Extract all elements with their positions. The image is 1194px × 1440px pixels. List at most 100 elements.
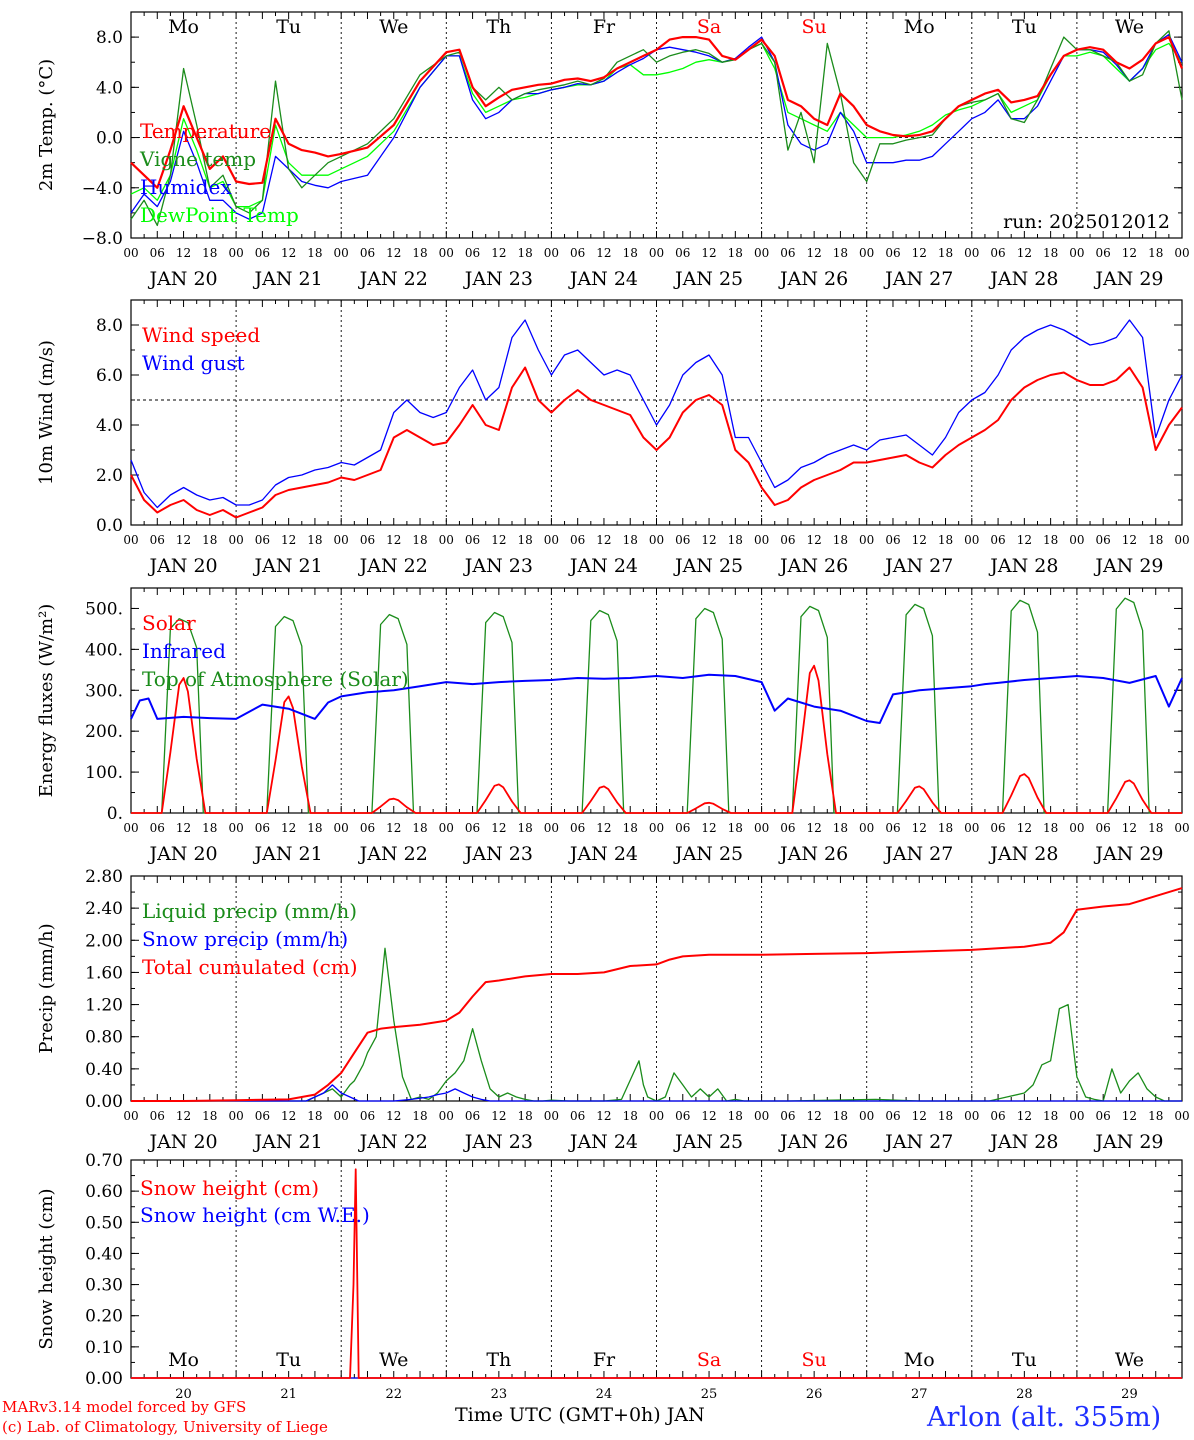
panel2-hour-label: 12 (176, 533, 191, 547)
panel3-hour-label: 18 (623, 821, 638, 835)
legend-snow-precip-mm-h: Snow precip (mm/h) (142, 927, 348, 951)
panel4-hour-label: 06 (150, 1109, 165, 1123)
panel3-hour-label: 06 (150, 821, 165, 835)
panel2-hour-label: 18 (202, 533, 217, 547)
panel3-ytick-label: 200. (85, 722, 123, 742)
panel2-hour-label: 06 (465, 533, 480, 547)
series-humidex (130, 33, 1183, 220)
panel3-date-label: JAN 26 (778, 843, 848, 865)
panel2-hour-label: 06 (255, 533, 270, 547)
panel1-hour-label: 00 (859, 246, 874, 260)
panel4-hour-label: 12 (912, 1109, 927, 1123)
panel4-hour-label: 18 (728, 1109, 743, 1123)
panel3-hour-label: 06 (675, 821, 690, 835)
panel4-date-label: JAN 21 (253, 1131, 323, 1153)
panel2-hour-label: 00 (1174, 533, 1189, 547)
panel1-hour-label: 18 (833, 246, 848, 260)
panel2-hour-label: 00 (334, 533, 349, 547)
panel4-hour-label: 00 (334, 1109, 349, 1123)
panel1-ylabel: 2m Temp. (°C) (36, 59, 57, 191)
panel2-hour-label: 18 (412, 533, 427, 547)
panel4-date-label: JAN 23 (463, 1131, 533, 1153)
panel1-hour-label: 18 (938, 246, 953, 260)
panel1-ytick-label: 8.0 (96, 28, 123, 48)
station-name: Arlon (alt. 355m) (927, 1402, 1162, 1433)
panel3-hour-label: 00 (1174, 821, 1189, 835)
panel3-hour-label: 18 (307, 821, 322, 835)
panel1-hour-label: 06 (465, 246, 480, 260)
series-total-cumulated-cm- (131, 887, 1183, 1102)
panel5-ytick-label: 0.60 (85, 1182, 123, 1202)
panel4-hour-label: 18 (412, 1109, 427, 1123)
panel2-hour-label: 00 (544, 533, 559, 547)
panel3-hour-label: 12 (281, 821, 296, 835)
panel4-hour-label: 18 (307, 1109, 322, 1123)
panel1-hour-label: 00 (228, 246, 243, 260)
panel2-hour-label: 00 (123, 533, 138, 547)
panel1-ytick-label: 4.0 (96, 78, 123, 98)
series-snow-height-cm- (131, 1168, 1182, 1379)
panel2-date-label: JAN 25 (673, 555, 743, 577)
day-number-label: 22 (385, 1387, 402, 1402)
panel5-ytick-label: 0.40 (85, 1244, 123, 1264)
panel2-hour-label: 00 (649, 533, 664, 547)
panel2-ytick-label: 8.0 (96, 316, 123, 336)
panel3-hour-label: 18 (1148, 821, 1163, 835)
panel3-hour-label: 00 (859, 821, 874, 835)
panel3-hour-label: 00 (649, 821, 664, 835)
panel3-hour-label: 12 (176, 821, 191, 835)
panel2-date-label: JAN 24 (568, 555, 638, 577)
day-number-label: 24 (596, 1387, 613, 1402)
panel1-hour-label: 18 (412, 246, 427, 260)
panel2-hour-label: 00 (964, 533, 979, 547)
panel1-date-label: JAN 21 (253, 268, 323, 290)
panel1-ytick-label: −4.0 (82, 179, 123, 199)
panel4-hour-label: 06 (360, 1109, 375, 1123)
panel3-hour-label: 00 (544, 821, 559, 835)
panel4-date-label: JAN 29 (1093, 1131, 1163, 1153)
legend-total-cumulated-cm: Total cumulated (cm) (142, 955, 358, 979)
legend-snow-height-cm-w-e: Snow height (cm W.E.) (140, 1203, 370, 1227)
lab-credit: (c) Lab. of Climatology, University of L… (2, 1418, 328, 1436)
panel4-ytick-label: 2.80 (85, 867, 123, 887)
panel1-ytick-label: −8.0 (82, 229, 123, 249)
panel3-hour-label: 06 (570, 821, 585, 835)
panel2-ytick-label: 4.0 (96, 416, 123, 436)
day-number-label: 25 (701, 1387, 718, 1402)
weekday-label: Tu (1012, 16, 1037, 38)
panel3-hour-label: 00 (123, 821, 138, 835)
panel4-ytick-label: 2.40 (85, 899, 123, 919)
panel5-ytick-label: 0.20 (85, 1307, 123, 1327)
weekday-label: Su (802, 16, 827, 38)
weekday-label: Mo (904, 16, 935, 38)
panel2-hour-label: 00 (1069, 533, 1084, 547)
panel3-date-label: JAN 20 (147, 843, 217, 865)
panel4-hour-label: 18 (1043, 1109, 1058, 1123)
panel2-hour-label: 06 (570, 533, 585, 547)
panel1-hour-label: 00 (754, 246, 769, 260)
panel4-date-label: JAN 20 (147, 1131, 217, 1153)
panel4-hour-label: 12 (491, 1109, 506, 1123)
panel4-hour-label: 06 (570, 1109, 585, 1123)
panel1-hour-label: 06 (675, 246, 690, 260)
panel5-ylabel: Snow height (cm) (36, 1188, 57, 1349)
panel1-hour-label: 00 (544, 246, 559, 260)
panel4-hour-label: 12 (1122, 1109, 1137, 1123)
panel2-hour-label: 18 (307, 533, 322, 547)
weekday-label: Mo (168, 1349, 199, 1371)
panel1-date-label: JAN 20 (147, 268, 217, 290)
panel3-ytick-label: 300. (85, 681, 123, 701)
panel2-date-label: JAN 29 (1093, 555, 1163, 577)
panel3-ytick-label: 0. (107, 804, 123, 824)
panel3-hour-label: 00 (334, 821, 349, 835)
panel1-hour-label: 00 (334, 246, 349, 260)
panel1-hour-label: 12 (912, 246, 927, 260)
weekday-label: We (1115, 16, 1144, 38)
panel1-hour-label: 06 (990, 246, 1005, 260)
panel2-date-label: JAN 28 (988, 555, 1058, 577)
panel3-hour-label: 12 (1017, 821, 1032, 835)
panel1-date-label: JAN 25 (673, 268, 743, 290)
panel4-hour-label: 06 (255, 1109, 270, 1123)
panel3-hour-label: 18 (1043, 821, 1058, 835)
panel4-hour-label: 00 (649, 1109, 664, 1123)
